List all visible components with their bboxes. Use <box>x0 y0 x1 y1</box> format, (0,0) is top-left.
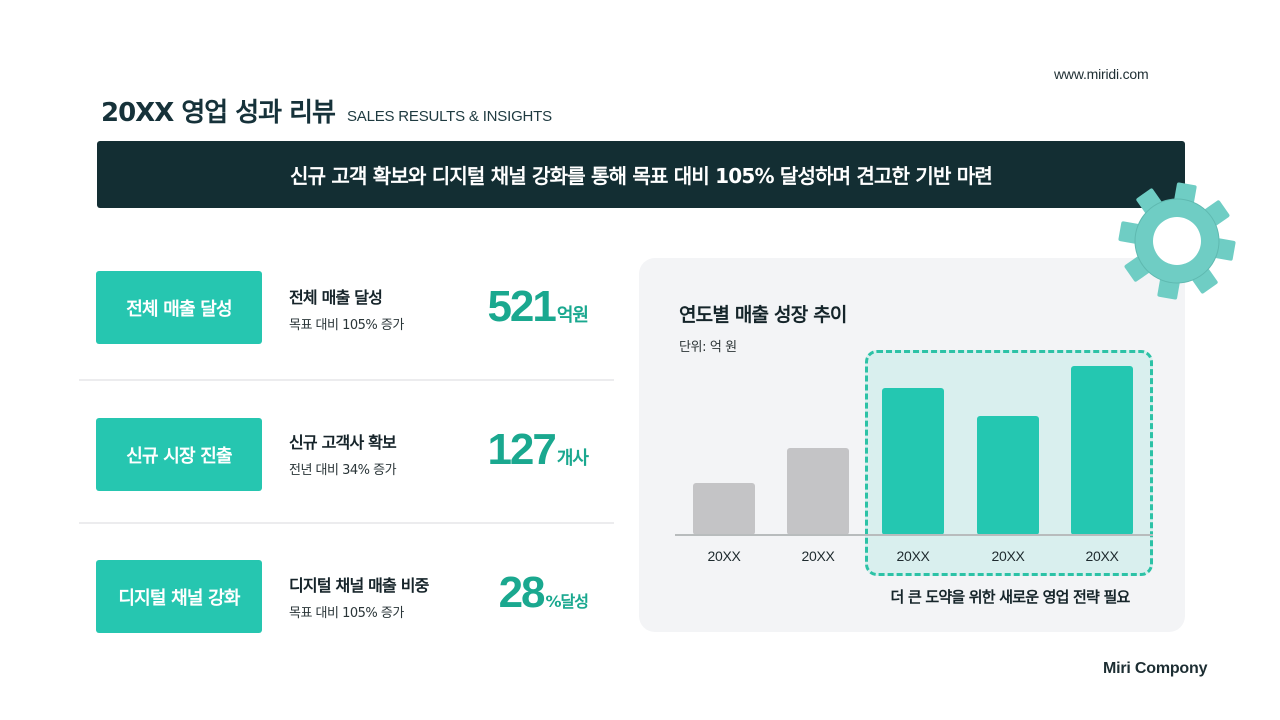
kpi-unit: 억원 <box>556 305 589 326</box>
kpi-row-new-market: 신규 시장 진출 신규 고객사 확보 전년 대비 34% 증가 127 개사 <box>79 381 614 524</box>
summary-banner: 신규 고객 확보와 디지털 채널 강화를 통해 목표 대비 105% 달성하며 … <box>97 141 1185 208</box>
kpi-subtext: 목표 대비 105% 증가 <box>289 606 404 621</box>
kpi-heading: 신규 고객사 확보 <box>289 433 397 452</box>
gear-icon <box>1118 182 1236 300</box>
kpi-value: 127 개사 <box>487 425 589 475</box>
chart-bar <box>1071 366 1133 535</box>
chart-x-label: 20XX <box>896 548 930 564</box>
kpi-unit: 개사 <box>556 448 589 469</box>
chart-baseline <box>675 534 1153 536</box>
chart-card: 연도별 매출 성장 추이 단위: 억 원 20XX 20XX 20XX 20XX 20X… <box>639 258 1185 632</box>
chart-bar <box>882 388 944 535</box>
kpi-row-total-sales: 전체 매출 달성 전체 매출 달성 목표 대비 105% 증가 521 억원 <box>79 258 614 381</box>
kpi-tag: 디지털 채널 강화 <box>96 560 262 633</box>
kpi-heading: 전체 매출 달성 <box>289 288 383 307</box>
kpi-heading: 디지털 채널 매출 비중 <box>289 576 429 595</box>
kpi-subtext: 전년 대비 34% 증가 <box>289 463 397 478</box>
kpi-text: 디지털 채널 매출 비중 목표 대비 105% 증가 <box>289 572 429 621</box>
kpi-tag: 신규 시장 진출 <box>96 418 262 491</box>
chart-x-label: 20XX <box>801 548 835 564</box>
divider <box>79 522 614 524</box>
chart-title: 연도별 매출 성장 추이 <box>679 304 847 326</box>
kpi-value: 28 %달성 <box>498 568 589 618</box>
chart-bar <box>787 448 849 535</box>
chart-annotation: 더 큰 도약을 위한 새로운 영업 전략 필요 <box>890 588 1131 606</box>
divider <box>79 379 614 381</box>
page-subtitle: SALES RESULTS & INSIGHTS <box>346 108 552 125</box>
kpi-number: 127 <box>487 425 556 474</box>
site-url: www.miridi.com <box>1054 66 1149 82</box>
kpi-number: 521 <box>487 282 556 331</box>
summary-banner-text: 신규 고객 확보와 디지털 채널 강화를 통해 목표 대비 105% 달성하며 … <box>290 164 993 188</box>
kpi-text: 신규 고객사 확보 전년 대비 34% 증가 <box>289 429 397 478</box>
kpi-row-digital-channel: 디지털 채널 강화 디지털 채널 매출 비중 목표 대비 105% 증가 28 … <box>79 524 614 664</box>
kpi-number: 28 <box>498 568 546 617</box>
chart-x-label: 20XX <box>707 548 741 564</box>
chart-bar <box>693 483 755 535</box>
kpi-value: 521 억원 <box>487 282 589 332</box>
chart-x-label: 20XX <box>991 548 1025 564</box>
page-title: 20XX 영업 성과 리뷰 <box>101 98 336 128</box>
chart-bar <box>977 416 1039 535</box>
chart-x-label: 20XX <box>1085 548 1119 564</box>
kpi-list: 전체 매출 달성 전체 매출 달성 목표 대비 105% 증가 521 억원 신… <box>79 258 614 664</box>
kpi-subtext: 목표 대비 105% 증가 <box>289 318 404 333</box>
title-row: 20XX 영업 성과 리뷰 SALES RESULTS & INSIGHTS <box>101 92 552 129</box>
kpi-text: 전체 매출 달성 목표 대비 105% 증가 <box>289 284 404 333</box>
kpi-unit: %달성 <box>545 592 589 611</box>
kpi-tag: 전체 매출 달성 <box>96 271 262 344</box>
chart-unit-label: 단위: 억 원 <box>679 340 737 355</box>
company-name: Miri Compony <box>1103 660 1208 677</box>
